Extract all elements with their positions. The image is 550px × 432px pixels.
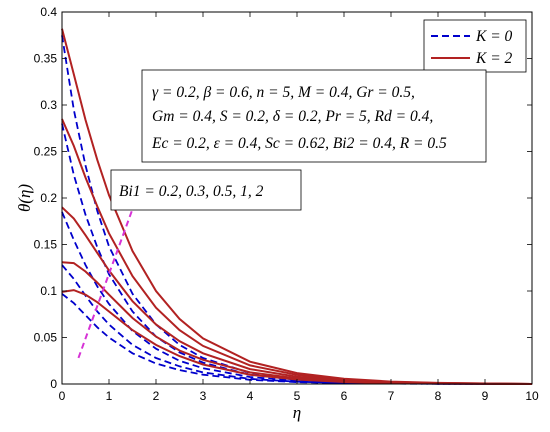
- y-tick-label: 0.1: [40, 284, 57, 298]
- x-tick-label: 5: [294, 389, 301, 403]
- x-tick-label: 3: [200, 389, 207, 403]
- ticks-layer: 0 1 2 3 4 5 6 7 8 9 10 0 0.05 0.1 0.15 0.2 0.25 0.3 0.35 0.…: [34, 5, 539, 403]
- legend-label-k2: K = 2: [475, 50, 513, 67]
- y-tick-label: 0.25: [34, 145, 58, 159]
- x-tick-label: 1: [106, 389, 113, 403]
- y-tick-label: 0.3: [40, 98, 57, 112]
- bi1-box: [110, 169, 302, 211]
- series-line-k0-bi1-0_5: [61, 211, 533, 385]
- x-tick-label: 0: [59, 389, 66, 403]
- legend: K = 0 K = 2: [423, 19, 527, 73]
- y-tick-label: 0.2: [40, 191, 57, 205]
- y-tick-label: 0: [50, 377, 57, 391]
- x-tick-label: 9: [482, 389, 489, 403]
- y-tick-label: 0.4: [40, 5, 57, 19]
- parameters-line-3: Ec = 0.2, ε = 0.4, Sc = 0.62, Bi2 = 0.4,…: [151, 135, 447, 152]
- series-line-k0-bi1-0_2: [61, 293, 533, 385]
- x-tick-label: 10: [525, 389, 539, 403]
- bi1-label: Bi1 = 0.2, 0.3, 0.5, 1, 2: [119, 183, 264, 200]
- x-tick-label: 6: [341, 389, 348, 403]
- x-tick-label: 8: [435, 389, 442, 403]
- y-axis-label: θ(η): [15, 184, 34, 212]
- series-line-k2-bi1-2: [61, 28, 533, 385]
- parameters-box: [141, 69, 487, 163]
- parameters-line-1: γ = 0.2, β = 0.6, n = 5, M = 0.4, Gr = 0…: [152, 84, 415, 101]
- x-tick-label: 2: [153, 389, 160, 403]
- parameters-line-2: Gm = 0.4, S = 0.2, δ = 0.2, Pr = 5, Rd =…: [152, 108, 433, 125]
- y-tick-label: 0.05: [34, 331, 58, 345]
- bi1-direction-arrow: [77, 198, 138, 359]
- x-tick-label: 4: [247, 389, 254, 403]
- parameters-annotation: γ = 0.2, β = 0.6, n = 5, M = 0.4, Gr = 0…: [141, 69, 487, 163]
- y-tick-label: 0.15: [34, 238, 58, 252]
- x-tick-label: 7: [388, 389, 395, 403]
- bi1-annotation: Bi1 = 0.2, 0.3, 0.5, 1, 2: [110, 169, 302, 211]
- legend-label-k0: K = 0: [475, 28, 513, 45]
- x-axis-label: η: [293, 403, 301, 422]
- y-tick-label: 0.35: [34, 52, 58, 66]
- curves-layer: [61, 28, 533, 385]
- legend-box: [423, 19, 527, 73]
